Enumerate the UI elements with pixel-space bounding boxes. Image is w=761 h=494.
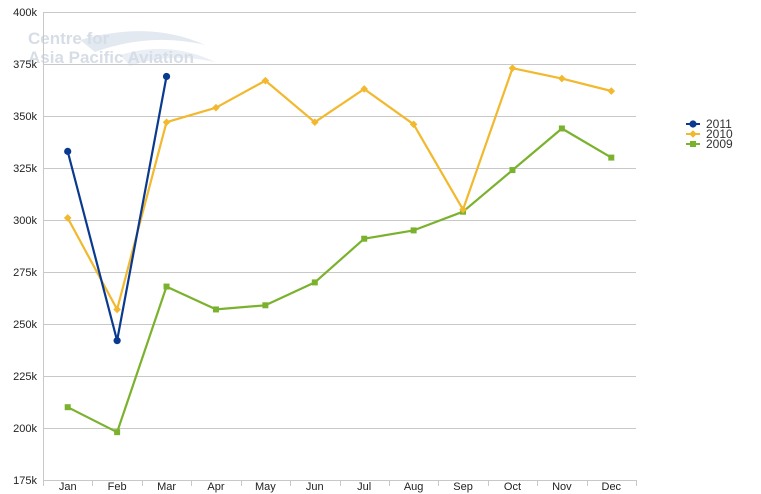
legend-label-2011: 2011	[706, 117, 732, 131]
grid-layer	[43, 12, 636, 481]
series-line-2010	[66, 67, 612, 311]
watermark-swoosh	[80, 31, 205, 52]
legend-marker-2010	[689, 130, 697, 138]
y-tick-label: 275k	[13, 267, 37, 279]
data-point-2009-jun	[311, 279, 318, 286]
series-2011	[64, 72, 171, 345]
data-point-2010-aug	[409, 120, 418, 129]
x-tick-label: May	[255, 481, 276, 493]
legend-label-2010: 2010	[706, 127, 733, 141]
x-tick-label: Dec	[602, 481, 622, 493]
cap-aviation-watermark: Centre for Asia Pacific Aviation	[28, 29, 215, 67]
legend-item-2011: 2011	[686, 117, 732, 131]
data-point-2009-may	[262, 302, 269, 309]
data-point-2009-mar	[163, 283, 170, 290]
data-point-2011-mar	[162, 72, 171, 81]
series-2009	[64, 125, 615, 436]
y-axis: 175k 200k 225k 250k 275k 300k 325k 350k 375k 400k	[13, 7, 44, 487]
x-tick-label: Oct	[504, 481, 521, 493]
data-point-2009-aug	[410, 227, 417, 234]
legend-item-2010: 2010	[686, 127, 733, 141]
x-tick-label: Feb	[108, 481, 127, 493]
x-tick-label: Mar	[157, 481, 176, 493]
watermark-line-2: Asia Pacific Aviation	[28, 48, 194, 67]
x-tick-label: Apr	[207, 481, 224, 493]
data-point-2009-nov	[558, 125, 565, 132]
data-point-2010-oct	[508, 64, 517, 72]
series-2010	[63, 64, 616, 314]
data-point-2010-may	[261, 76, 270, 85]
x-tick-label: Aug	[404, 481, 424, 493]
series-layer	[63, 64, 616, 436]
data-point-2010-nov	[558, 74, 566, 83]
x-tick-label: Jul	[357, 481, 371, 493]
y-tick-label: 200k	[13, 423, 37, 435]
data-point-2009-apr	[212, 306, 219, 313]
legend-marker-2009	[690, 141, 696, 147]
watermark-swoosh-2	[120, 48, 215, 66]
data-point-2009-jul	[361, 235, 368, 242]
data-point-2010-mar	[162, 118, 171, 127]
data-point-2009-oct	[509, 167, 516, 174]
y-tick-label: 350k	[13, 111, 37, 123]
y-tick-label: 375k	[13, 59, 37, 71]
data-point-2009-feb	[114, 429, 121, 436]
y-tick-label: 400k	[13, 7, 37, 19]
data-point-2009-dec	[608, 154, 615, 161]
data-point-2010-apr	[212, 103, 220, 112]
y-tick-label: 325k	[13, 163, 37, 175]
x-tick-label: Nov	[552, 481, 572, 493]
data-point-2010-feb	[113, 305, 121, 314]
legend-marker-2011	[689, 120, 697, 128]
x-tick-label: Jan	[59, 481, 77, 493]
y-tick-label: 225k	[13, 371, 37, 383]
series-line-2009	[67, 127, 612, 434]
legend-item-2009: 2009	[686, 137, 733, 151]
data-point-2010-jun	[310, 118, 319, 127]
x-tick-label: Sep	[453, 481, 473, 493]
data-point-2010-sep	[459, 205, 467, 214]
x-axis: Jan Feb Mar Apr May Jun Jul Aug Sep Oct Nov Dec	[43, 480, 637, 493]
data-point-2010-dec	[607, 87, 616, 95]
data-point-2011-feb	[113, 337, 121, 345]
y-tick-label: 175k	[13, 475, 37, 487]
data-point-2010-jul	[360, 85, 369, 93]
data-point-2009-jan	[64, 404, 71, 411]
legend-label-2009: 2009	[706, 137, 733, 151]
watermark-line-1: Centre for	[28, 29, 110, 48]
y-tick-label: 250k	[13, 319, 37, 331]
data-point-2011-jan	[64, 147, 72, 155]
x-tick-label: Jun	[306, 481, 324, 493]
data-point-2010-jan	[63, 214, 72, 222]
y-tick-label: 300k	[13, 215, 37, 227]
